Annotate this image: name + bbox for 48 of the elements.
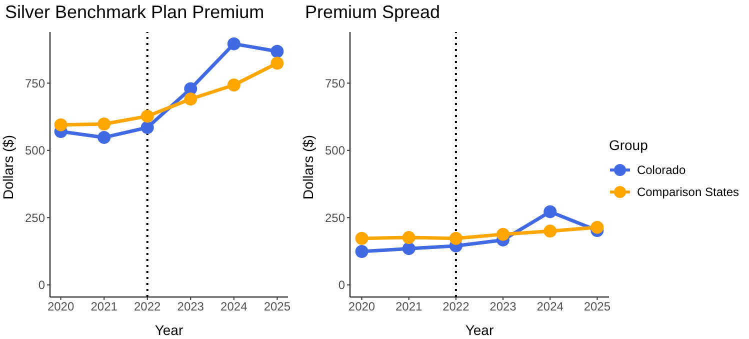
x-axis-title: Year	[154, 322, 184, 338]
y-axis-title: Dollars ($)	[0, 134, 16, 200]
x-tick-label: 2021	[90, 300, 118, 314]
x-tick-label: 2023	[177, 300, 204, 314]
y-tick-label: 750	[24, 76, 46, 90]
point	[270, 56, 284, 70]
y-axis-title: Dollars ($)	[300, 134, 316, 200]
x-tick-label: 2022	[442, 300, 470, 314]
y-tick-label: 0	[38, 278, 46, 292]
point	[544, 205, 557, 218]
point	[270, 44, 284, 58]
point	[98, 130, 111, 144]
point	[54, 118, 68, 132]
chart-title: Silver Benchmark Plan Premium	[5, 2, 264, 23]
legend-title: Group	[608, 136, 649, 152]
x-tick-label: 2020	[47, 300, 74, 314]
x-axis-title: Year	[465, 322, 494, 338]
point	[449, 232, 462, 245]
legend-label: Colorado	[636, 162, 686, 176]
point	[402, 231, 416, 244]
x-tick-label: 2024	[220, 300, 248, 314]
point	[227, 37, 240, 50]
y-tick-label: 0	[338, 278, 346, 292]
y-tick-label: 500	[324, 144, 346, 158]
y-tick-label: 500	[24, 144, 46, 158]
x-tick-label: 2024	[536, 300, 564, 314]
point	[544, 224, 557, 238]
x-tick-label: 2023	[490, 300, 517, 314]
point	[140, 110, 154, 123]
x-tick-label: 2021	[396, 300, 423, 314]
x-tick-label: 2025	[264, 300, 291, 314]
point	[98, 118, 111, 131]
point	[227, 78, 240, 92]
point	[140, 121, 154, 134]
chart-title: Premium Spread	[305, 2, 440, 23]
x-tick-label: 2022	[134, 300, 162, 314]
point	[184, 92, 198, 106]
y-tick-label: 250	[324, 210, 346, 225]
point	[402, 242, 416, 256]
point	[355, 245, 368, 258]
x-tick-label: 2020	[348, 300, 376, 314]
legend-label: Comparison States	[636, 184, 739, 198]
y-tick-label: 250	[24, 210, 46, 225]
point	[590, 220, 604, 234]
x-tick-label: 2025	[584, 300, 611, 314]
y-tick-label: 750	[324, 76, 346, 90]
point	[496, 228, 510, 241]
point	[355, 232, 368, 245]
